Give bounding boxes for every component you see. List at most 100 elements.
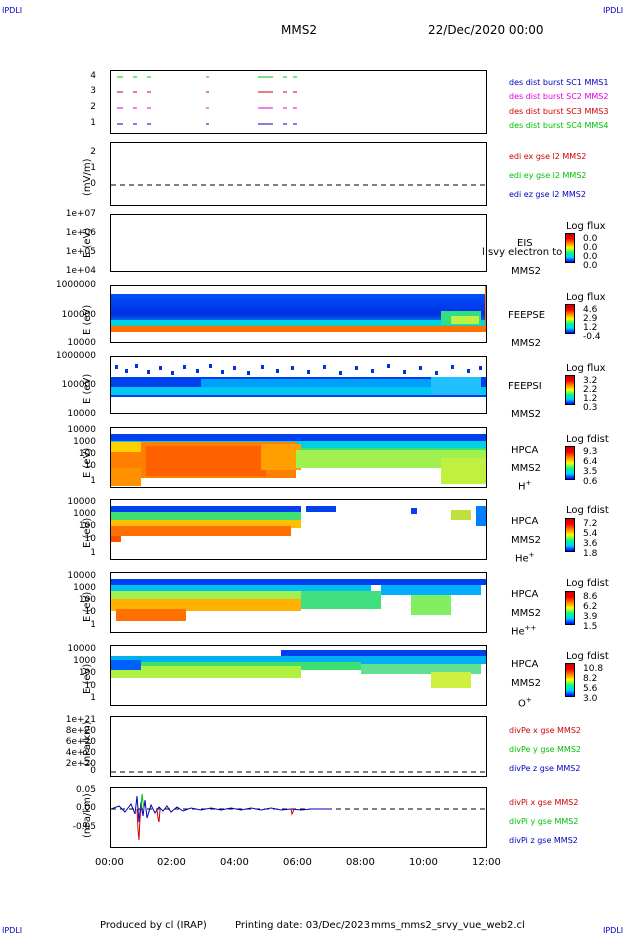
feepse-panel bbox=[110, 285, 487, 343]
hpca-he-species: He+ bbox=[515, 551, 535, 564]
hpca-o-ytick-3: 100 bbox=[78, 668, 96, 678]
x-tick-4: 06:00 bbox=[283, 857, 312, 868]
edi-legend-z: edi ez gse l2 MMS2 bbox=[509, 190, 586, 199]
hpca-he-colorbar bbox=[565, 518, 575, 552]
burst-legend-4: des dist burst SC4 MMS4 bbox=[509, 121, 609, 130]
hpca-he2-species-name: He bbox=[511, 626, 525, 638]
eis-instrument: EIS bbox=[517, 238, 533, 249]
feepse-cval-1: 4.6 bbox=[583, 305, 598, 315]
feepsi-cval-3: 1.2 bbox=[583, 394, 598, 404]
feepsi-cval-2: 2.2 bbox=[583, 385, 598, 395]
feepse-cval-3: 1.2 bbox=[583, 323, 598, 333]
hpca-he-panel bbox=[110, 499, 487, 560]
eis-spacecraft: MMS2 bbox=[511, 266, 541, 277]
x-tick-6: 10:00 bbox=[409, 857, 438, 868]
hpca-he2-cval-3: 3.9 bbox=[583, 612, 598, 622]
hpca-he2-ytick-5: 1 bbox=[90, 620, 96, 630]
hpca-h-colorbar bbox=[565, 446, 575, 480]
corner-label-tr: IPDLI bbox=[603, 6, 624, 15]
eis-cval-4: 0.0 bbox=[583, 261, 598, 271]
eis-cval-1: 0.0 bbox=[583, 234, 598, 244]
footer-printing-date: Printing date: 03/Dec/2023 bbox=[235, 920, 371, 931]
eis-colorbar bbox=[565, 233, 575, 263]
feepse-cval-4: -0.4 bbox=[583, 332, 601, 342]
feepse-cval-2: 2.9 bbox=[583, 314, 598, 324]
header-spacecraft: MMS2 bbox=[281, 23, 317, 37]
edi-plot bbox=[111, 184, 486, 186]
hpca-he2-spacecraft: MMS2 bbox=[511, 608, 541, 619]
x-tick-5: 08:00 bbox=[346, 857, 375, 868]
hpca-o-species-name: O bbox=[518, 698, 526, 710]
divpe-plot bbox=[111, 771, 486, 773]
divpi-legend-x: divPi x gse MMS2 bbox=[509, 798, 579, 807]
hpca-o-colorbar-title: Log fdist bbox=[566, 651, 609, 662]
hpca-o-ytick-4: 10 bbox=[84, 681, 96, 691]
hpca-he-spectrogram bbox=[111, 506, 486, 542]
hpca-o-ytick-1: 10000 bbox=[67, 644, 96, 654]
edi-panel bbox=[110, 142, 487, 206]
divpi-legend-z: divPi z gse MMS2 bbox=[509, 836, 578, 845]
eis-ytick-4: 1e+04 bbox=[65, 266, 96, 276]
eis-overlay-text: l svy electron to bbox=[482, 247, 563, 258]
divpi-ytick-2: 0.00 bbox=[75, 803, 96, 813]
burst-ytick-4: 4 bbox=[90, 71, 96, 81]
corner-label-bl: IPDLI bbox=[2, 926, 23, 935]
corner-label-br: IPDLI bbox=[603, 926, 624, 935]
footer-produced-by: Produced by cl (IRAP) bbox=[100, 920, 207, 931]
hpca-he2-cval-1: 8.6 bbox=[583, 592, 598, 602]
hpca-he-colorbar-title: Log fdist bbox=[566, 505, 609, 516]
hpca-he2-ytick-4: 10 bbox=[84, 607, 96, 617]
hpca-h-species-name: H bbox=[518, 481, 526, 493]
x-tick-2: 02:00 bbox=[157, 857, 186, 868]
hpca-he-cval-1: 7.2 bbox=[583, 519, 598, 529]
hpca-he2-spectrogram bbox=[111, 579, 486, 621]
hpca-o-cval-3: 5.6 bbox=[583, 684, 598, 694]
burst-plot bbox=[117, 76, 297, 125]
hpca-h-cval-1: 9.3 bbox=[583, 447, 598, 457]
footer-filename: mms_mms2_srvy_vue_web2.cl bbox=[371, 920, 525, 931]
feepsi-cval-1: 3.2 bbox=[583, 376, 598, 386]
hpca-o-cval-4: 3.0 bbox=[583, 694, 598, 704]
eis-colorbar-title: Log flux bbox=[566, 221, 606, 232]
feepsi-ytick-1: 1000000 bbox=[55, 351, 96, 361]
hpca-h-species-charge: + bbox=[525, 479, 532, 487]
hpca-h-ytick-2: 1000 bbox=[73, 437, 96, 447]
hpca-o-spectrogram bbox=[111, 650, 486, 688]
feepsi-spectrogram bbox=[111, 363, 486, 397]
hpca-he2-cval-2: 6.2 bbox=[583, 602, 598, 612]
eis-ytick-3: 1e+05 bbox=[65, 247, 96, 257]
hpca-o-cval-2: 8.2 bbox=[583, 674, 598, 684]
hpca-he2-species: He++ bbox=[511, 624, 536, 637]
divpi-panel bbox=[110, 787, 487, 848]
eis-ytick-2: 1e+06 bbox=[65, 228, 96, 238]
hpca-h-species: H+ bbox=[518, 479, 531, 492]
hpca-o-instrument: HPCA bbox=[511, 659, 539, 670]
hpca-he-ytick-2: 1000 bbox=[73, 509, 96, 519]
hpca-h-ytick-1: 10000 bbox=[67, 425, 96, 435]
hpca-h-cval-4: 0.6 bbox=[583, 477, 598, 487]
hpca-h-panel bbox=[110, 427, 487, 488]
hpca-he2-ytick-2: 1000 bbox=[73, 583, 96, 593]
hpca-o-ytick-5: 1 bbox=[90, 693, 96, 703]
feepsi-spacecraft: MMS2 bbox=[511, 409, 541, 420]
feepsi-colorbar-title: Log flux bbox=[566, 363, 606, 374]
hpca-o-colorbar bbox=[565, 663, 575, 697]
feepse-colorbar bbox=[565, 304, 575, 334]
hpca-he-cval-2: 5.4 bbox=[583, 529, 598, 539]
hpca-h-instrument: HPCA bbox=[511, 445, 539, 456]
hpca-he2-ytick-3: 100 bbox=[78, 595, 96, 605]
hpca-h-ytick-5: 1 bbox=[90, 476, 96, 486]
divpe-legend-z: divPe z gse MMS2 bbox=[509, 764, 581, 773]
feepse-ytick-1: 1000000 bbox=[55, 280, 96, 290]
divpi-legend-y: divPi y gse MMS2 bbox=[509, 817, 579, 826]
hpca-h-colorbar-title: Log fdist bbox=[566, 434, 609, 445]
feepsi-instrument: FEEPSI bbox=[508, 381, 542, 392]
divpe-legend-x: divPe x gse MMS2 bbox=[509, 726, 581, 735]
hpca-h-spacecraft: MMS2 bbox=[511, 463, 541, 474]
burst-legend-1: des dist burst SC1 MMS1 bbox=[509, 78, 609, 87]
burst-panel bbox=[110, 70, 487, 134]
x-tick-7: 12:00 bbox=[472, 857, 501, 868]
divpi-ytick-3: -0.05 bbox=[72, 822, 96, 832]
feepsi-ytick-2: 100000 bbox=[61, 380, 96, 390]
x-tick-3: 04:00 bbox=[220, 857, 249, 868]
